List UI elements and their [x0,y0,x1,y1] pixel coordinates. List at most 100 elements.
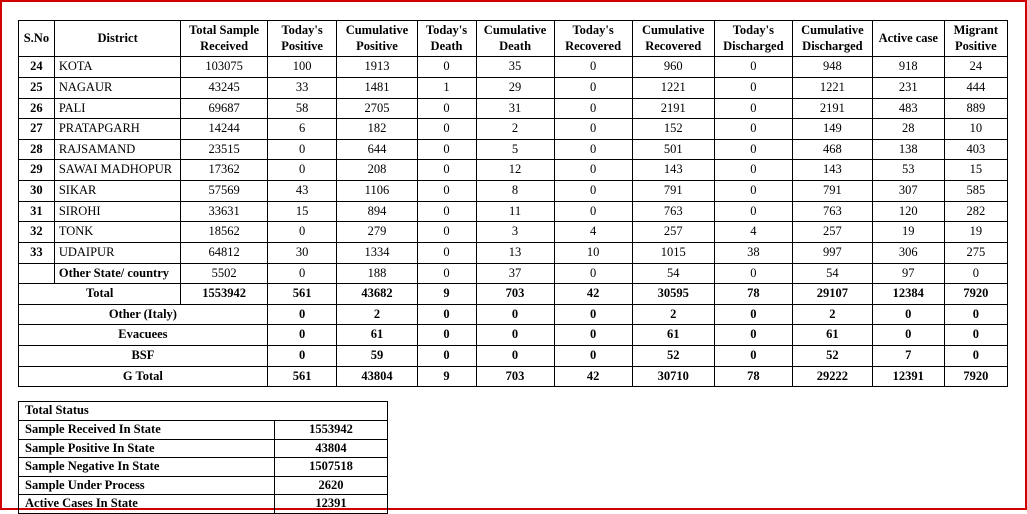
cell-district: KOTA [54,57,181,78]
cell-trec: 0 [554,98,632,119]
cell-tpos: 6 [267,119,337,140]
cell-district: SAWAI MADHOPUR [54,160,181,181]
col-header-crec: Cumulative Recovered [632,21,714,57]
cell-tdth: 0 [417,119,476,140]
cell-act: 483 [872,98,944,119]
cell-samp: 43245 [181,77,267,98]
cell-district: Other State/ country [54,263,181,284]
cell-samp: 57569 [181,181,267,202]
cell-tdth: 0 [417,160,476,181]
cell-cpos: 1913 [337,57,417,78]
cell-samp: 14244 [181,119,267,140]
cell-district: PRATAPGARH [54,119,181,140]
cell-samp: 17362 [181,160,267,181]
cell-trec: 10 [554,242,632,263]
cell-tpos: 0 [267,263,337,284]
cell-mig: 275 [944,242,1007,263]
cell-cdth: 3 [476,222,554,243]
cell-act: 918 [872,57,944,78]
cell-cpos: 1334 [337,242,417,263]
cell-cdis: 468 [792,139,872,160]
cell-tdth: 0 [417,346,476,367]
cell-cdth: 0 [476,346,554,367]
cell-sno: 26 [19,98,55,119]
district-table-body: 24KOTA1030751001913035096009489182425NAG… [19,57,1008,387]
cell-mig: 15 [944,160,1007,181]
cell-mig: 0 [944,346,1007,367]
cell-crec: 2 [632,304,714,325]
cell-trec: 0 [554,181,632,202]
cell-cdth: 703 [476,284,554,305]
cell-cdth: 13 [476,242,554,263]
summary-row: Total15539425614368297034230595782910712… [19,284,1008,305]
cell-crec: 960 [632,57,714,78]
cell-mig: 0 [944,304,1007,325]
status-label: Sample Positive In State [19,439,275,458]
cell-cdis: 257 [792,222,872,243]
cell-trec: 0 [554,160,632,181]
col-header-trec: Today's Recovered [554,21,632,57]
status-row: Sample Positive In State43804 [19,439,388,458]
cell-tdth: 0 [417,325,476,346]
col-header-cpos: Cumulative Positive [337,21,417,57]
cell-tpos: 58 [267,98,337,119]
cell-cdth: 0 [476,304,554,325]
cell-crec: 30595 [632,284,714,305]
cell-tpos: 561 [267,366,337,387]
cell-tpos: 561 [267,284,337,305]
cell-cdis: 61 [792,325,872,346]
cell-trec: 0 [554,346,632,367]
cell-samp: 64812 [181,242,267,263]
cell-cpos: 208 [337,160,417,181]
cell-mig: 585 [944,181,1007,202]
cell-samp: 69687 [181,98,267,119]
cell-tdis: 38 [714,242,792,263]
cell-tdis: 0 [714,263,792,284]
cell-tpos: 0 [267,346,337,367]
cell-act: 12384 [872,284,944,305]
cell-act: 0 [872,325,944,346]
status-row: Sample Received In State1553942 [19,420,388,439]
cell-mig: 403 [944,139,1007,160]
col-header-cdth: Cumulative Death [476,21,554,57]
table-row: 28RAJSAMAND2351506440505010468138403 [19,139,1008,160]
status-row: Sample Negative In State1507518 [19,458,388,477]
status-value: 1507518 [275,458,388,477]
summary-row: G Total561438049703423071078292221239179… [19,366,1008,387]
page-frame: S.NoDistrictTotal Sample ReceivedToday's… [0,0,1027,510]
summary-row: BSF0590005205270 [19,346,1008,367]
summary-row: Evacuees0610006106100 [19,325,1008,346]
cell-crec: 257 [632,222,714,243]
col-header-mig: Migrant Positive [944,21,1007,57]
cell-cpos: 894 [337,201,417,222]
summary-row: Other (Italy)0200020200 [19,304,1008,325]
summary-label: BSF [19,346,268,367]
cell-trec: 0 [554,201,632,222]
cell-district: SIROHI [54,201,181,222]
cell-tpos: 30 [267,242,337,263]
cell-cpos: 182 [337,119,417,140]
status-table: Total StatusSample Received In State1553… [18,401,388,514]
cell-cpos: 43804 [337,366,417,387]
col-header-samp: Total Sample Received [181,21,267,57]
table-row: Other State/ country55020188037054054970 [19,263,1008,284]
cell-act: 53 [872,160,944,181]
cell-sno: 30 [19,181,55,202]
cell-cdis: 149 [792,119,872,140]
cell-tpos: 0 [267,139,337,160]
cell-tpos: 0 [267,325,337,346]
cell-cpos: 188 [337,263,417,284]
table-row: 27PRATAPGARH14244618202015201492810 [19,119,1008,140]
cell-tdis: 0 [714,98,792,119]
cell-district: SIKAR [54,181,181,202]
cell-mig: 444 [944,77,1007,98]
cell-district: PALI [54,98,181,119]
cell-act: 19 [872,222,944,243]
cell-cdis: 2191 [792,98,872,119]
cell-cdis: 997 [792,242,872,263]
cell-cpos: 1106 [337,181,417,202]
cell-crec: 791 [632,181,714,202]
cell-mig: 7920 [944,284,1007,305]
table-row: 29SAWAI MADHOPUR173620208012014301435315 [19,160,1008,181]
cell-mig: 24 [944,57,1007,78]
